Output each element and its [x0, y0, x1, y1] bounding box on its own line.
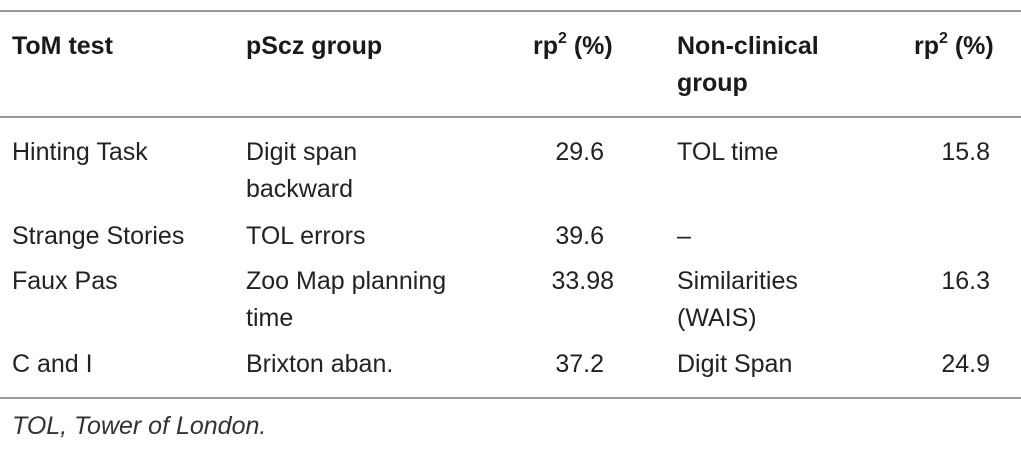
- header-nonclinical-group-line1: Non-clinical: [677, 32, 819, 60]
- header-rule: [0, 116, 1021, 118]
- cell-pscz-group-line2: time: [246, 304, 294, 332]
- cell-nonclinical-group: Digit Span: [677, 350, 793, 378]
- cell-tom-test: Strange Stories: [12, 222, 185, 250]
- cell-pscz-group: Zoo Map planning: [246, 267, 447, 295]
- cell-nonclinical-rp2: 15.8: [941, 138, 990, 166]
- cell-pscz-rp2: 33.98: [551, 267, 614, 295]
- cell-nonclinical-group: Similarities: [677, 267, 798, 295]
- cell-nonclinical-group: TOL time: [677, 138, 779, 166]
- header-nonclinical-group-line2: group: [677, 69, 748, 97]
- header-pscz-rp2: rp2 (%): [533, 27, 613, 65]
- cell-pscz-group: Brixton aban.: [246, 350, 394, 378]
- bottom-rule: [0, 397, 1021, 399]
- cell-pscz-rp2: 29.6: [555, 138, 604, 166]
- cell-pscz-group-line2: backward: [246, 175, 353, 203]
- cell-nonclinical-group: –: [677, 222, 691, 250]
- cell-tom-test: Hinting Task: [12, 138, 148, 166]
- header-nonclinical-rp2-base: rp: [914, 32, 939, 60]
- top-rule: [0, 10, 1021, 12]
- header-pscz-group: pScz group: [246, 32, 383, 60]
- cell-tom-test: C and I: [12, 350, 93, 378]
- header-nonclinical-rp2: rp2 (%): [914, 27, 994, 65]
- header-nonclinical-rp2-superscript: 2: [939, 30, 948, 47]
- header-tom-test: ToM test: [12, 32, 113, 60]
- header-nonclinical-rp2-unit: (%): [947, 32, 994, 60]
- header-pscz-rp2-superscript: 2: [558, 30, 567, 47]
- cell-nonclinical-rp2: 16.3: [941, 267, 990, 295]
- cell-pscz-rp2: 39.6: [555, 222, 604, 250]
- header-pscz-rp2-base: rp: [533, 32, 558, 60]
- cell-nonclinical-group-line2: (WAIS): [677, 304, 757, 332]
- cell-tom-test: Faux Pas: [12, 267, 118, 295]
- cell-pscz-group: TOL errors: [246, 222, 366, 250]
- header-pscz-rp2-unit: (%): [566, 32, 613, 60]
- cell-pscz-rp2: 37.2: [555, 350, 604, 378]
- cell-nonclinical-rp2: 24.9: [941, 350, 990, 378]
- table-footnote: TOL, Tower of London.: [12, 412, 267, 440]
- cell-pscz-group: Digit span: [246, 138, 358, 166]
